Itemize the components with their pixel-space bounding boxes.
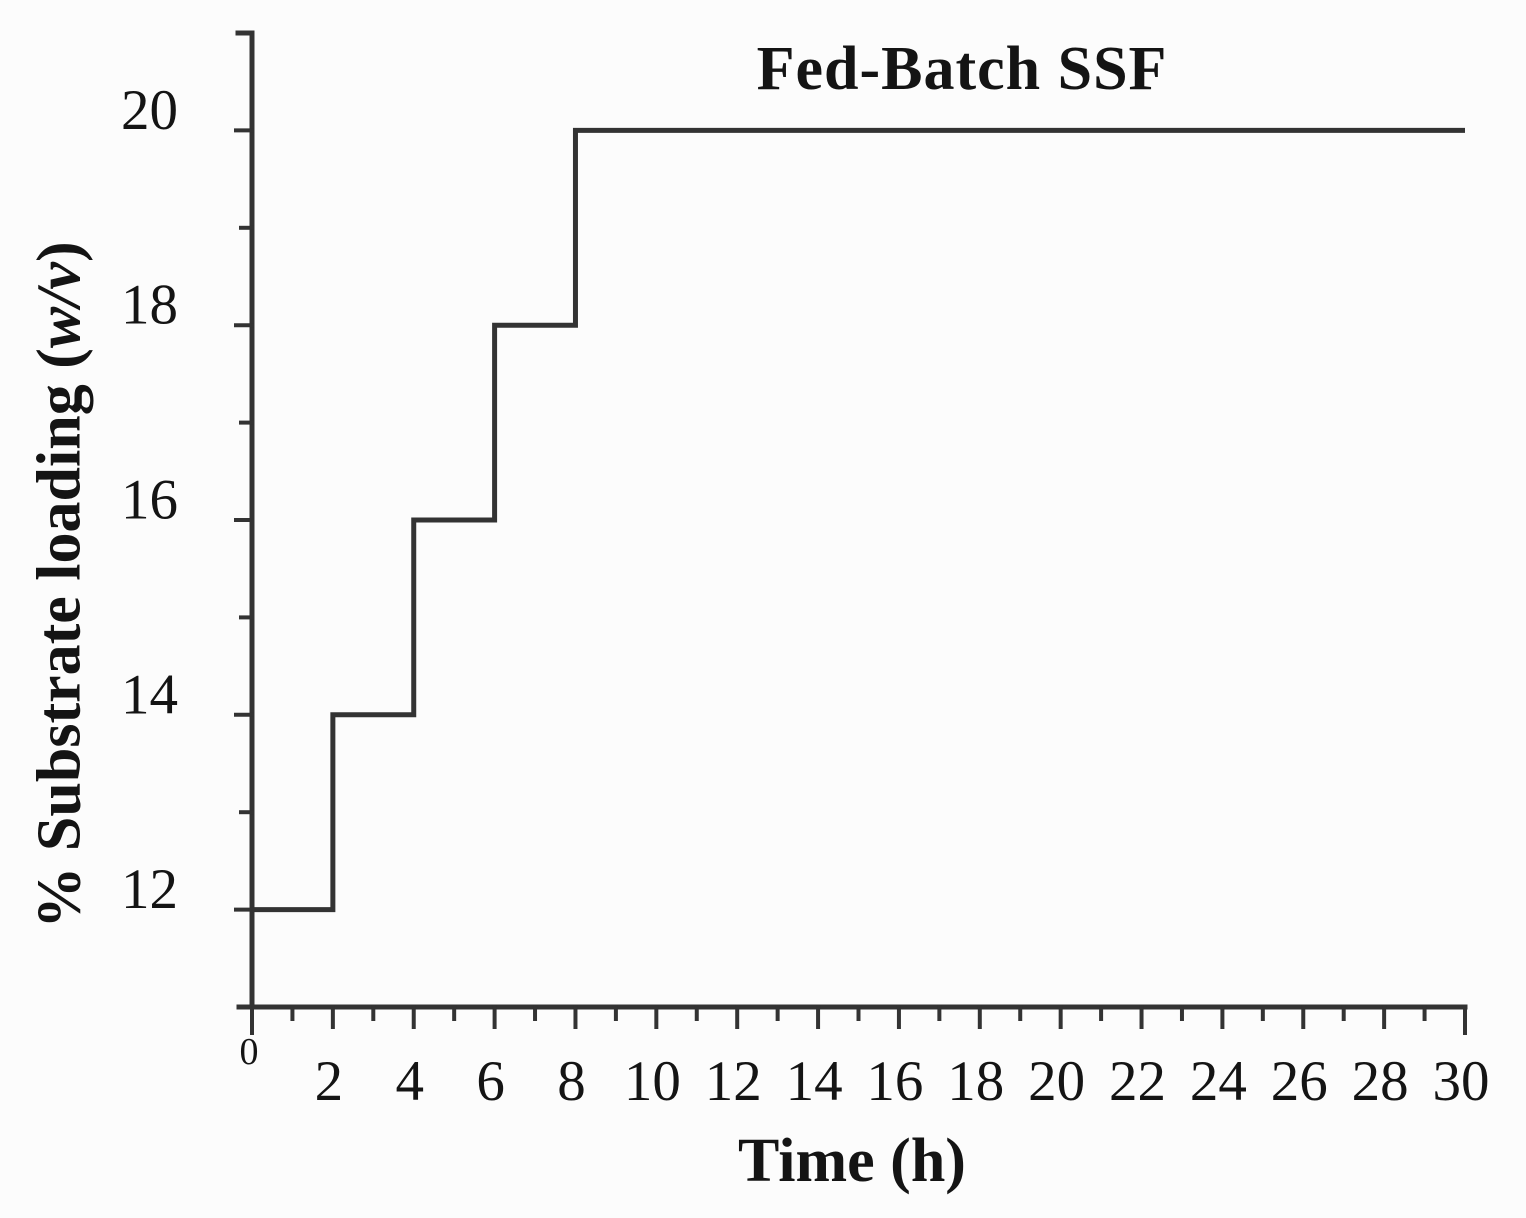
x-tick-label: 20 <box>1028 1050 1085 1113</box>
x-tick-label: 6 <box>476 1050 505 1113</box>
x-tick-label: 10 <box>624 1050 681 1113</box>
x-tick-label: 14 <box>786 1050 843 1113</box>
x-tick-label: 22 <box>1109 1050 1166 1113</box>
x-axis-label: Time (h) <box>738 1127 966 1195</box>
x-tick-label: 16 <box>866 1050 923 1113</box>
y-axis-label-text: % Substrate loading ( <box>25 348 94 929</box>
substrate-loading-step-line <box>252 127 1465 913</box>
chart-title: Fed-Batch SSF <box>756 35 1168 103</box>
y-tick-label: 16 <box>121 469 178 532</box>
y-tick-label: 12 <box>121 858 178 921</box>
y-axis-label: % Substrate loading (w/v) <box>25 241 96 928</box>
x-tick-label: 4 <box>395 1050 424 1113</box>
y-tick-label: 20 <box>121 79 178 142</box>
x-tick-label: 2 <box>315 1050 344 1113</box>
x-tick-label: 0 <box>240 1031 259 1073</box>
x-tick-label: 8 <box>557 1050 586 1113</box>
x-tick-label: 18 <box>947 1050 1004 1113</box>
y-axis-label-close-paren: ) <box>25 241 94 263</box>
x-tick-label: 28 <box>1352 1050 1409 1113</box>
x-tick-label: 24 <box>1190 1050 1247 1113</box>
x-tick-label: 12 <box>705 1050 762 1113</box>
x-tick-label: 30 <box>1433 1050 1490 1113</box>
y-tick-label: 14 <box>121 663 178 726</box>
y-axis-label-italic-unit: w/v <box>25 262 94 349</box>
y-tick-label: 18 <box>121 274 178 337</box>
x-tick-label: 26 <box>1271 1050 1328 1113</box>
